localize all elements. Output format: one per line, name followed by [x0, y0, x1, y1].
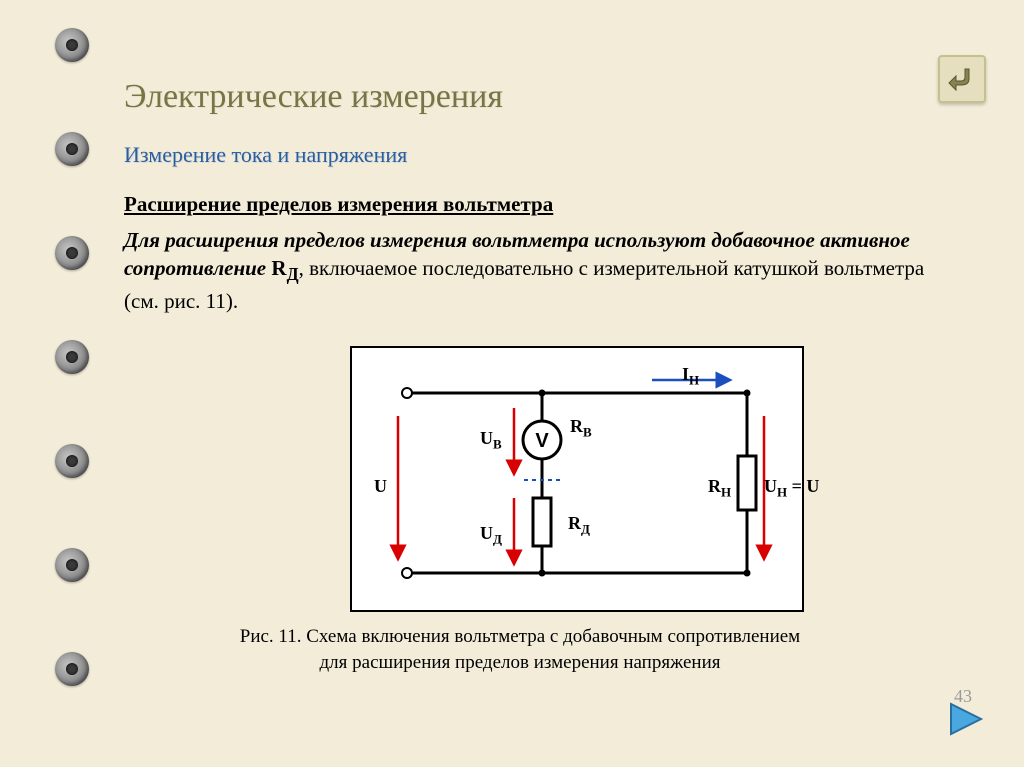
binder-hole	[55, 444, 89, 478]
diagram-label-rh: RН	[708, 476, 731, 501]
binder-hole	[55, 28, 89, 62]
diagram-label-ih: IН	[682, 364, 699, 389]
circuit-diagram: V IНRВUВURДUДRНUН = U	[350, 346, 804, 612]
binder-hole	[55, 548, 89, 582]
diagram-label-rb: RВ	[570, 416, 592, 441]
body-paragraph: Для расширения пределов измерения вольтм…	[124, 226, 934, 316]
caption-line2: для расширения пределов измерения напряж…	[320, 652, 721, 673]
diagram-label-ud: UД	[480, 523, 502, 548]
svg-text:V: V	[535, 430, 549, 452]
page-subtitle: Измерение тока и напряжения	[124, 142, 407, 168]
binder-hole	[55, 236, 89, 270]
figure-caption: Рис. 11. Схема включения вольтметра с до…	[150, 624, 890, 675]
binder-hole	[55, 340, 89, 374]
diagram-label-u: U	[374, 476, 387, 497]
return-icon	[947, 65, 977, 93]
diagram-label-ub: UВ	[480, 428, 502, 453]
page-number: 43	[954, 686, 972, 707]
binder-hole	[55, 652, 89, 686]
body-rd: RД	[271, 256, 298, 280]
page-title: Электрические измерения	[124, 78, 503, 116]
diagram-label-rd: RД	[568, 513, 590, 538]
binder-hole	[55, 132, 89, 166]
diagram-label-uh: UН = U	[764, 476, 819, 501]
return-button[interactable]	[938, 55, 986, 103]
section-heading: Расширение пределов измерения вольтметра	[124, 192, 553, 217]
caption-line1: Рис. 11. Схема включения вольтметра с до…	[240, 626, 800, 647]
